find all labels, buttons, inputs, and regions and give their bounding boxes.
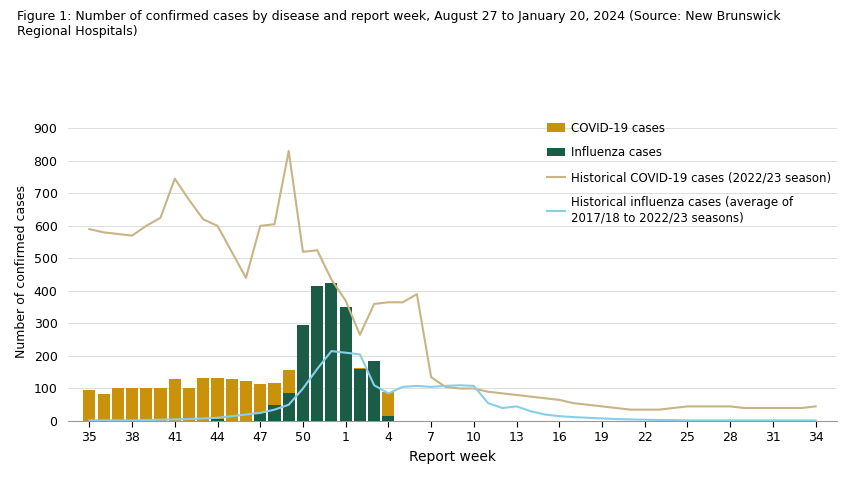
Bar <box>354 368 366 421</box>
Bar <box>126 388 138 421</box>
Bar <box>112 388 124 421</box>
Bar <box>283 370 295 421</box>
Bar <box>83 390 95 421</box>
Bar <box>211 378 223 421</box>
Bar <box>154 388 167 421</box>
Bar <box>183 388 195 421</box>
Bar <box>97 394 110 421</box>
Bar <box>311 366 323 421</box>
Bar <box>283 393 295 421</box>
Bar <box>311 286 323 421</box>
Bar <box>268 405 280 421</box>
Bar <box>340 375 352 421</box>
Bar <box>340 307 352 421</box>
Bar <box>141 388 153 421</box>
Bar <box>325 283 337 421</box>
Bar <box>226 379 238 421</box>
Y-axis label: Number of confirmed cases: Number of confirmed cases <box>15 185 28 358</box>
Bar <box>169 379 181 421</box>
Bar <box>240 381 252 421</box>
Bar <box>268 383 280 421</box>
Bar <box>368 361 380 421</box>
Bar <box>383 392 394 421</box>
Bar <box>296 325 309 421</box>
Bar <box>211 420 223 421</box>
Bar <box>383 416 394 421</box>
Text: Figure 1: Number of confirmed cases by disease and report week, August 27 to Jan: Figure 1: Number of confirmed cases by d… <box>17 10 780 37</box>
Bar <box>254 384 267 421</box>
Bar <box>197 378 210 421</box>
Legend: COVID-19 cases, Influenza cases, Historical COVID-19 cases (2022/23 season), His: COVID-19 cases, Influenza cases, Histori… <box>547 122 831 224</box>
Bar <box>368 396 380 421</box>
X-axis label: Report week: Report week <box>409 450 496 464</box>
Bar <box>325 365 337 421</box>
Bar <box>254 413 267 421</box>
Bar <box>296 371 309 421</box>
Bar <box>354 369 366 421</box>
